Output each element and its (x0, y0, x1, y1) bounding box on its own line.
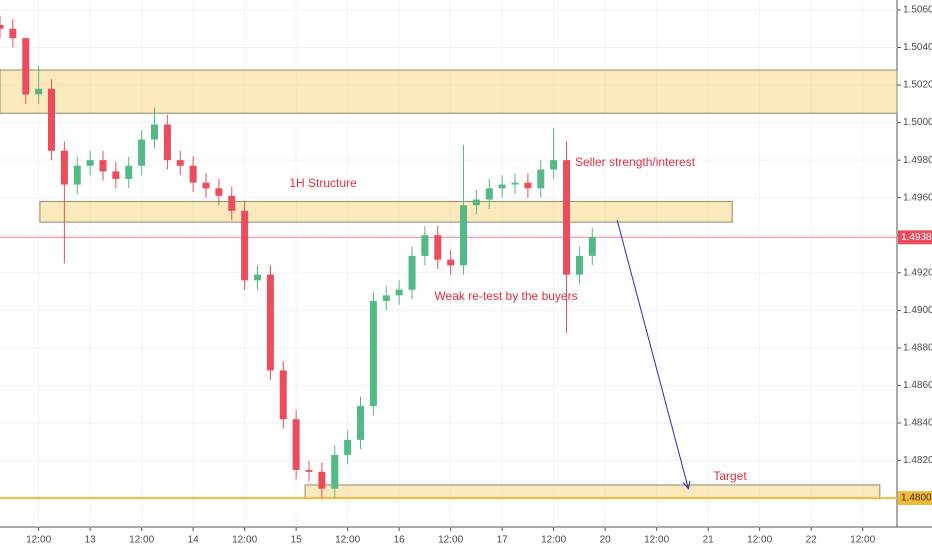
candle-body (279, 370, 287, 420)
candle-body (498, 184, 506, 189)
candle-body (382, 295, 390, 301)
x-tick-label: 12:00 (335, 535, 360, 546)
x-tick-label: 12:00 (129, 535, 154, 546)
candle-body (202, 182, 210, 189)
price-label: 1.48000 (901, 493, 932, 504)
candle-body (344, 439, 352, 455)
y-tick-label: 1.50600 (903, 5, 932, 16)
candle-body (563, 160, 571, 275)
y-tick-label: 1.48600 (903, 380, 932, 391)
x-tick-label: 12:00 (232, 535, 257, 546)
candle-body (421, 235, 429, 256)
candle-body (369, 300, 377, 407)
x-tick-label: 12:00 (26, 535, 51, 546)
x-tick-label: 16 (394, 535, 406, 546)
y-tick-label: 1.48200 (903, 455, 932, 466)
candle-body (331, 454, 339, 489)
x-tick-label: 12:00 (438, 535, 463, 546)
y-tick-label: 1.49800 (903, 155, 932, 166)
candle-body (305, 469, 313, 472)
candle-body (189, 165, 197, 183)
candle-body (86, 160, 94, 166)
candle-body (434, 235, 442, 260)
candle-body (511, 182, 519, 185)
candle-body (447, 259, 455, 266)
y-tick-label: 1.48400 (903, 418, 932, 429)
candle-body (241, 210, 249, 281)
y-tick-label: 1.49000 (903, 305, 932, 316)
candle-body (138, 139, 146, 166)
y-tick-label: 1.48800 (903, 343, 932, 354)
candle-body (151, 124, 159, 140)
x-tick-label: 12:00 (747, 535, 772, 546)
price-label: 1.49389 (901, 232, 932, 243)
y-tick-label: 1.50000 (903, 117, 932, 128)
x-tick-label: 15 (291, 535, 303, 546)
candle-body (318, 471, 326, 489)
x-tick-label: 22 (806, 535, 818, 546)
candle-body (588, 237, 596, 256)
candle-body (292, 419, 300, 470)
candle-body (357, 406, 365, 440)
candle-body (408, 255, 416, 290)
candle-body (215, 188, 223, 196)
candle-body (485, 188, 493, 200)
x-tick-label: 12:00 (850, 535, 875, 546)
y-tick-label: 1.49200 (903, 267, 932, 278)
candle-body (35, 88, 43, 95)
candle-body (254, 274, 262, 281)
candle-body (550, 160, 558, 170)
candle-body (112, 171, 120, 179)
candle-body (228, 195, 236, 211)
candle-body (575, 255, 583, 275)
candle-body (395, 289, 403, 296)
annotation: 1H Structure (289, 176, 357, 190)
candle-body (0, 24, 4, 29)
candle-body (266, 274, 274, 371)
candle-body (524, 182, 532, 189)
zone (0, 69, 898, 114)
candle-body (176, 160, 184, 166)
candle-body (460, 205, 468, 266)
candle-body (48, 88, 56, 151)
x-tick-label: 14 (188, 535, 200, 546)
x-tick-label: 12:00 (644, 535, 669, 546)
y-tick-label: 1.50400 (903, 42, 932, 53)
candle-body (73, 165, 81, 185)
x-tick-label: 20 (600, 535, 612, 546)
candle-body (99, 160, 107, 172)
x-tick-label: 12:00 (541, 535, 566, 546)
candle-body (163, 124, 171, 161)
y-tick-label: 1.49600 (903, 192, 932, 203)
candle-body (60, 150, 68, 185)
y-tick-label: 1.50200 (903, 80, 932, 91)
price-box (898, 491, 932, 506)
arrow (616, 220, 689, 489)
candle-body (125, 165, 133, 179)
candle-body (472, 199, 480, 206)
annotation: Seller strength/interest (575, 155, 696, 169)
arrow-head (682, 480, 691, 490)
price-box (898, 230, 932, 245)
candle-body (22, 38, 30, 95)
x-tick-label: 21 (703, 535, 715, 546)
candle-body (9, 28, 17, 39)
x-tick-label: 13 (85, 535, 97, 546)
x-tick-label: 17 (497, 535, 509, 546)
zone (39, 200, 733, 223)
annotation: Weak re-test by the buyers (434, 289, 577, 303)
candle-body (537, 169, 545, 189)
zone (304, 484, 881, 499)
annotation: Target (713, 469, 747, 483)
